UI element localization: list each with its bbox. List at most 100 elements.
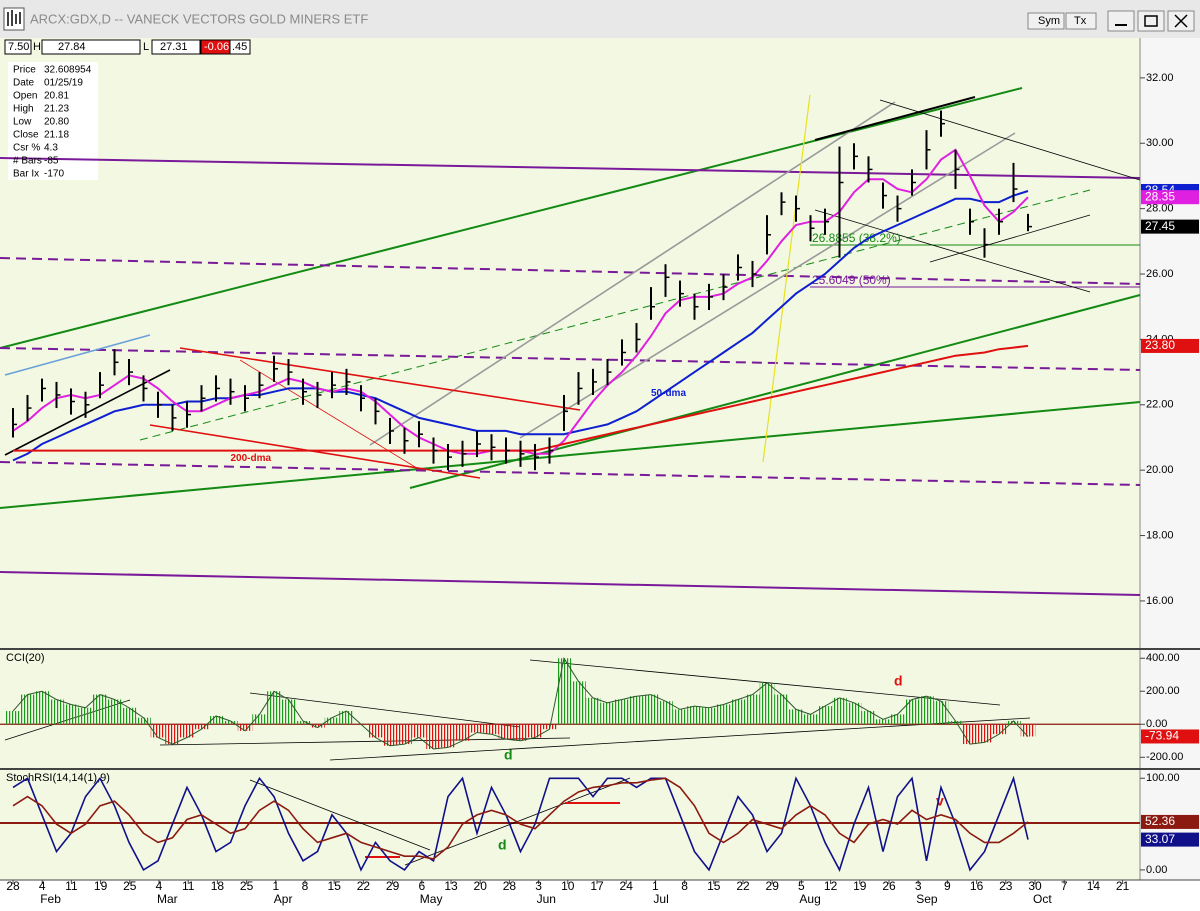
cci-bar <box>672 709 688 725</box>
tx-button[interactable] <box>1065 12 1097 30</box>
header-text: .45 <box>232 41 247 53</box>
y-tick-label: 0.00 <box>1146 718 1167 730</box>
x-tick-label: 17 <box>590 879 604 893</box>
x-tick-label: 9 <box>944 879 951 893</box>
tx-button-label[interactable]: Tx <box>1074 15 1087 27</box>
x-tick-label: 11 <box>182 879 195 893</box>
annotation: d <box>498 837 507 853</box>
y-tick-label: 32.00 <box>1146 72 1174 84</box>
x-tick-label: 28 <box>6 879 20 893</box>
cci-bar <box>803 714 818 725</box>
cci-bar <box>324 717 340 725</box>
y-tick-label: 0.00 <box>1146 864 1167 876</box>
x-tick-label: 26 <box>882 879 896 893</box>
month-label: Feb <box>40 892 61 906</box>
stoch-line <box>12 777 1029 860</box>
cci-bar <box>150 724 166 738</box>
x-tick-label: 7 <box>1061 879 1068 893</box>
last-close-label: 27.45 <box>1145 219 1175 233</box>
cci-bar <box>846 702 862 725</box>
cci-bar <box>977 724 992 743</box>
x-tick-label: 3 <box>915 879 922 893</box>
month-label: Sep <box>916 892 938 906</box>
last-value-label-bg <box>1141 832 1199 847</box>
month-label: Jul <box>653 892 668 906</box>
x-tick-label: 11 <box>65 879 78 893</box>
info-key: Price <box>13 65 36 76</box>
restore-icon <box>1144 15 1158 27</box>
info-key: Close <box>13 130 39 141</box>
cci-bar <box>426 724 441 750</box>
last-value-label-bg <box>1141 190 1199 205</box>
x-tick-label: 5 <box>798 879 805 893</box>
info-value: -170 <box>44 169 64 180</box>
cci-bar <box>310 724 325 728</box>
title-bar <box>0 0 1200 38</box>
info-value: 4.3 <box>44 143 58 154</box>
x-tick-label: 4 <box>156 879 163 893</box>
cci-bar <box>237 724 253 731</box>
x-tick-label: 30 <box>1028 879 1042 893</box>
ma-label: 200-dma <box>231 453 272 464</box>
info-key: Date <box>13 78 35 89</box>
y-tick-label: 20.00 <box>1146 464 1174 476</box>
cci-bar <box>63 704 79 725</box>
app-icon-bars <box>7 10 21 26</box>
fib-label: 25.6049 (50%) <box>812 273 891 287</box>
cci-bar <box>556 658 572 725</box>
cci-bar <box>962 724 978 745</box>
last-value-label: 23.80 <box>1145 338 1175 352</box>
cci-bar <box>484 724 499 735</box>
cci-bar <box>1020 724 1036 737</box>
cci-bar <box>397 724 412 745</box>
header-field <box>151 39 201 55</box>
cci-bar <box>252 714 267 725</box>
cci-bar <box>759 683 775 725</box>
cci-bar <box>716 704 731 725</box>
info-value: 21.23 <box>44 104 69 115</box>
cci-bar <box>585 697 601 725</box>
app-icon <box>3 7 25 31</box>
cci-bar <box>382 724 398 746</box>
cci-bar <box>78 707 93 725</box>
cci-bar <box>904 699 920 725</box>
cci-bar <box>455 724 470 741</box>
x-tick-label: 12 <box>824 879 838 893</box>
cci-bar <box>498 724 514 740</box>
last-value-label-bg <box>1141 814 1199 829</box>
cci-bar <box>20 694 35 725</box>
info-value: -85 <box>44 156 59 167</box>
sym-button[interactable] <box>1027 12 1065 30</box>
month-label: Mar <box>157 892 178 906</box>
minimize-button[interactable] <box>1107 10 1135 32</box>
info-key: High <box>13 104 34 115</box>
x-tick-label: 22 <box>736 879 750 893</box>
cci-bar <box>991 724 1007 735</box>
y-tick-label: 18.00 <box>1146 529 1174 541</box>
last-value-label: 33.07 <box>1145 832 1175 846</box>
cci-bar <box>179 724 195 738</box>
x-tick-label: 15 <box>328 879 342 893</box>
x-tick-label: 8 <box>302 879 309 893</box>
cci-bar <box>5 711 21 725</box>
price-panel <box>0 38 1140 648</box>
y-tick-label: 28.00 <box>1146 203 1174 215</box>
cci-bar <box>295 720 311 725</box>
x-tick-label: 15 <box>707 879 721 893</box>
cci-bar <box>281 699 296 725</box>
sym-button-label[interactable]: Sym <box>1038 15 1060 27</box>
x-tick-label: 10 <box>561 879 575 893</box>
y-tick-label: 22.00 <box>1146 399 1174 411</box>
header-text: 27.84 <box>58 41 86 53</box>
x-tick-label: 1 <box>272 879 279 893</box>
restore-button[interactable] <box>1137 10 1165 32</box>
info-key: Low <box>13 117 32 128</box>
y-tick-label: -200.00 <box>1146 751 1183 763</box>
info-key: Csr % <box>13 143 40 154</box>
x-tick-label: 22 <box>357 879 371 893</box>
last-value-label: 52.36 <box>1145 814 1175 828</box>
last-value-label-bg <box>1141 729 1199 744</box>
info-value: 32.608954 <box>44 65 92 76</box>
panel-title: CCI(20) <box>6 652 45 664</box>
